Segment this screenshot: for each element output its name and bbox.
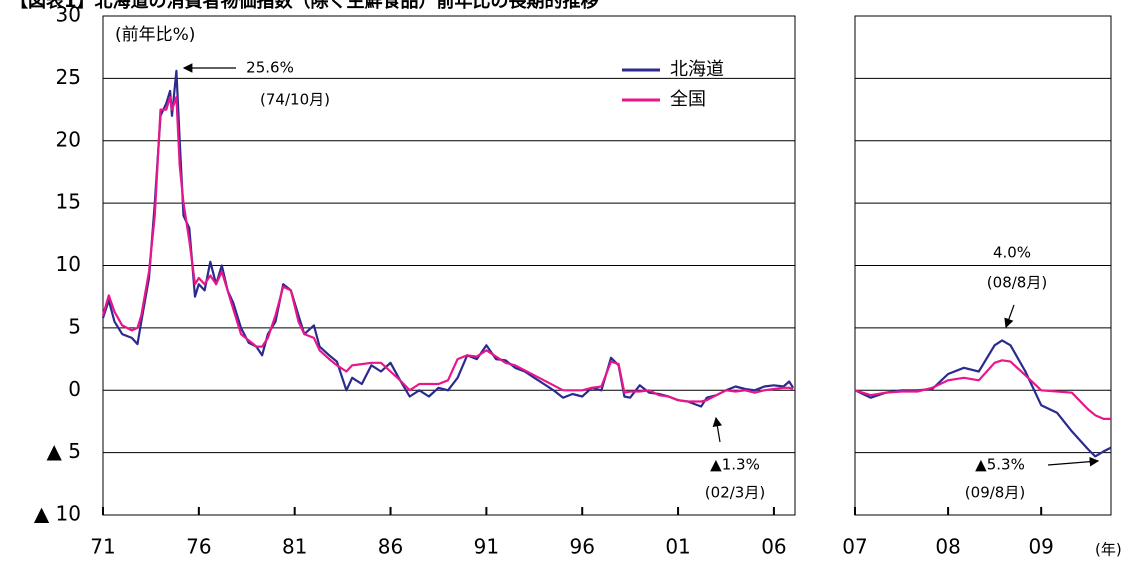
x-tick-label: 86 (378, 535, 403, 559)
plot-frame (854, 15, 1112, 516)
x-tick-label: 81 (282, 535, 307, 559)
annotation: (74/10月) (260, 91, 330, 109)
x-tick-label: 76 (186, 535, 211, 559)
x-tick-label: 01 (665, 535, 690, 559)
series-line (854, 339, 1112, 458)
x-tick-label: 08 (935, 535, 960, 559)
y-tick-label: ▲ 10 (34, 502, 81, 526)
series-line (101, 69, 795, 408)
x-tick-label: 09 (1028, 535, 1053, 559)
y-tick-label: 10 (56, 252, 81, 276)
y-tick-label: 0 (68, 377, 81, 401)
annotation: (09/8月) (965, 484, 1025, 502)
x-tick-label: 96 (569, 535, 594, 559)
annotation-arrows (182, 63, 1100, 467)
x-unit: (年) (1095, 541, 1122, 559)
annotation: 4.0% (993, 244, 1031, 262)
x-tick-label: 07 (842, 535, 867, 559)
arrow (712, 416, 723, 443)
annotation: ▲1.3% (710, 456, 760, 474)
chart-title: 【図表1】北海道の消費者物価指数（除く生鮮食品）前年比の長期的推移 (10, 0, 599, 12)
x-tick-label: 06 (761, 535, 786, 559)
x-tick-label: 71 (90, 535, 115, 559)
legend-label: 北海道 (670, 59, 724, 80)
series-line (854, 359, 1111, 420)
annotation: 25.6% (246, 59, 294, 77)
y-tick-label: 20 (56, 127, 81, 151)
annotation: ▲5.3% (975, 456, 1025, 474)
y-tick-label: 25 (56, 65, 81, 89)
annotation: (02/3月) (705, 484, 765, 502)
arrow (1047, 456, 1100, 467)
legend-label: 全国 (670, 89, 706, 110)
annotation: (08/8月) (987, 274, 1047, 292)
y-tick-label: 15 (56, 190, 81, 214)
series-line (101, 96, 794, 403)
y-tick-label: 5 (68, 314, 81, 338)
y-tick-label: ▲ 5 (47, 439, 81, 463)
plot-frame (102, 15, 796, 516)
arrow (1004, 304, 1015, 329)
y-tick-label: 30 (56, 3, 81, 27)
y-axis-label: (前年比%) (115, 25, 195, 45)
x-tick-label: 91 (474, 535, 499, 559)
